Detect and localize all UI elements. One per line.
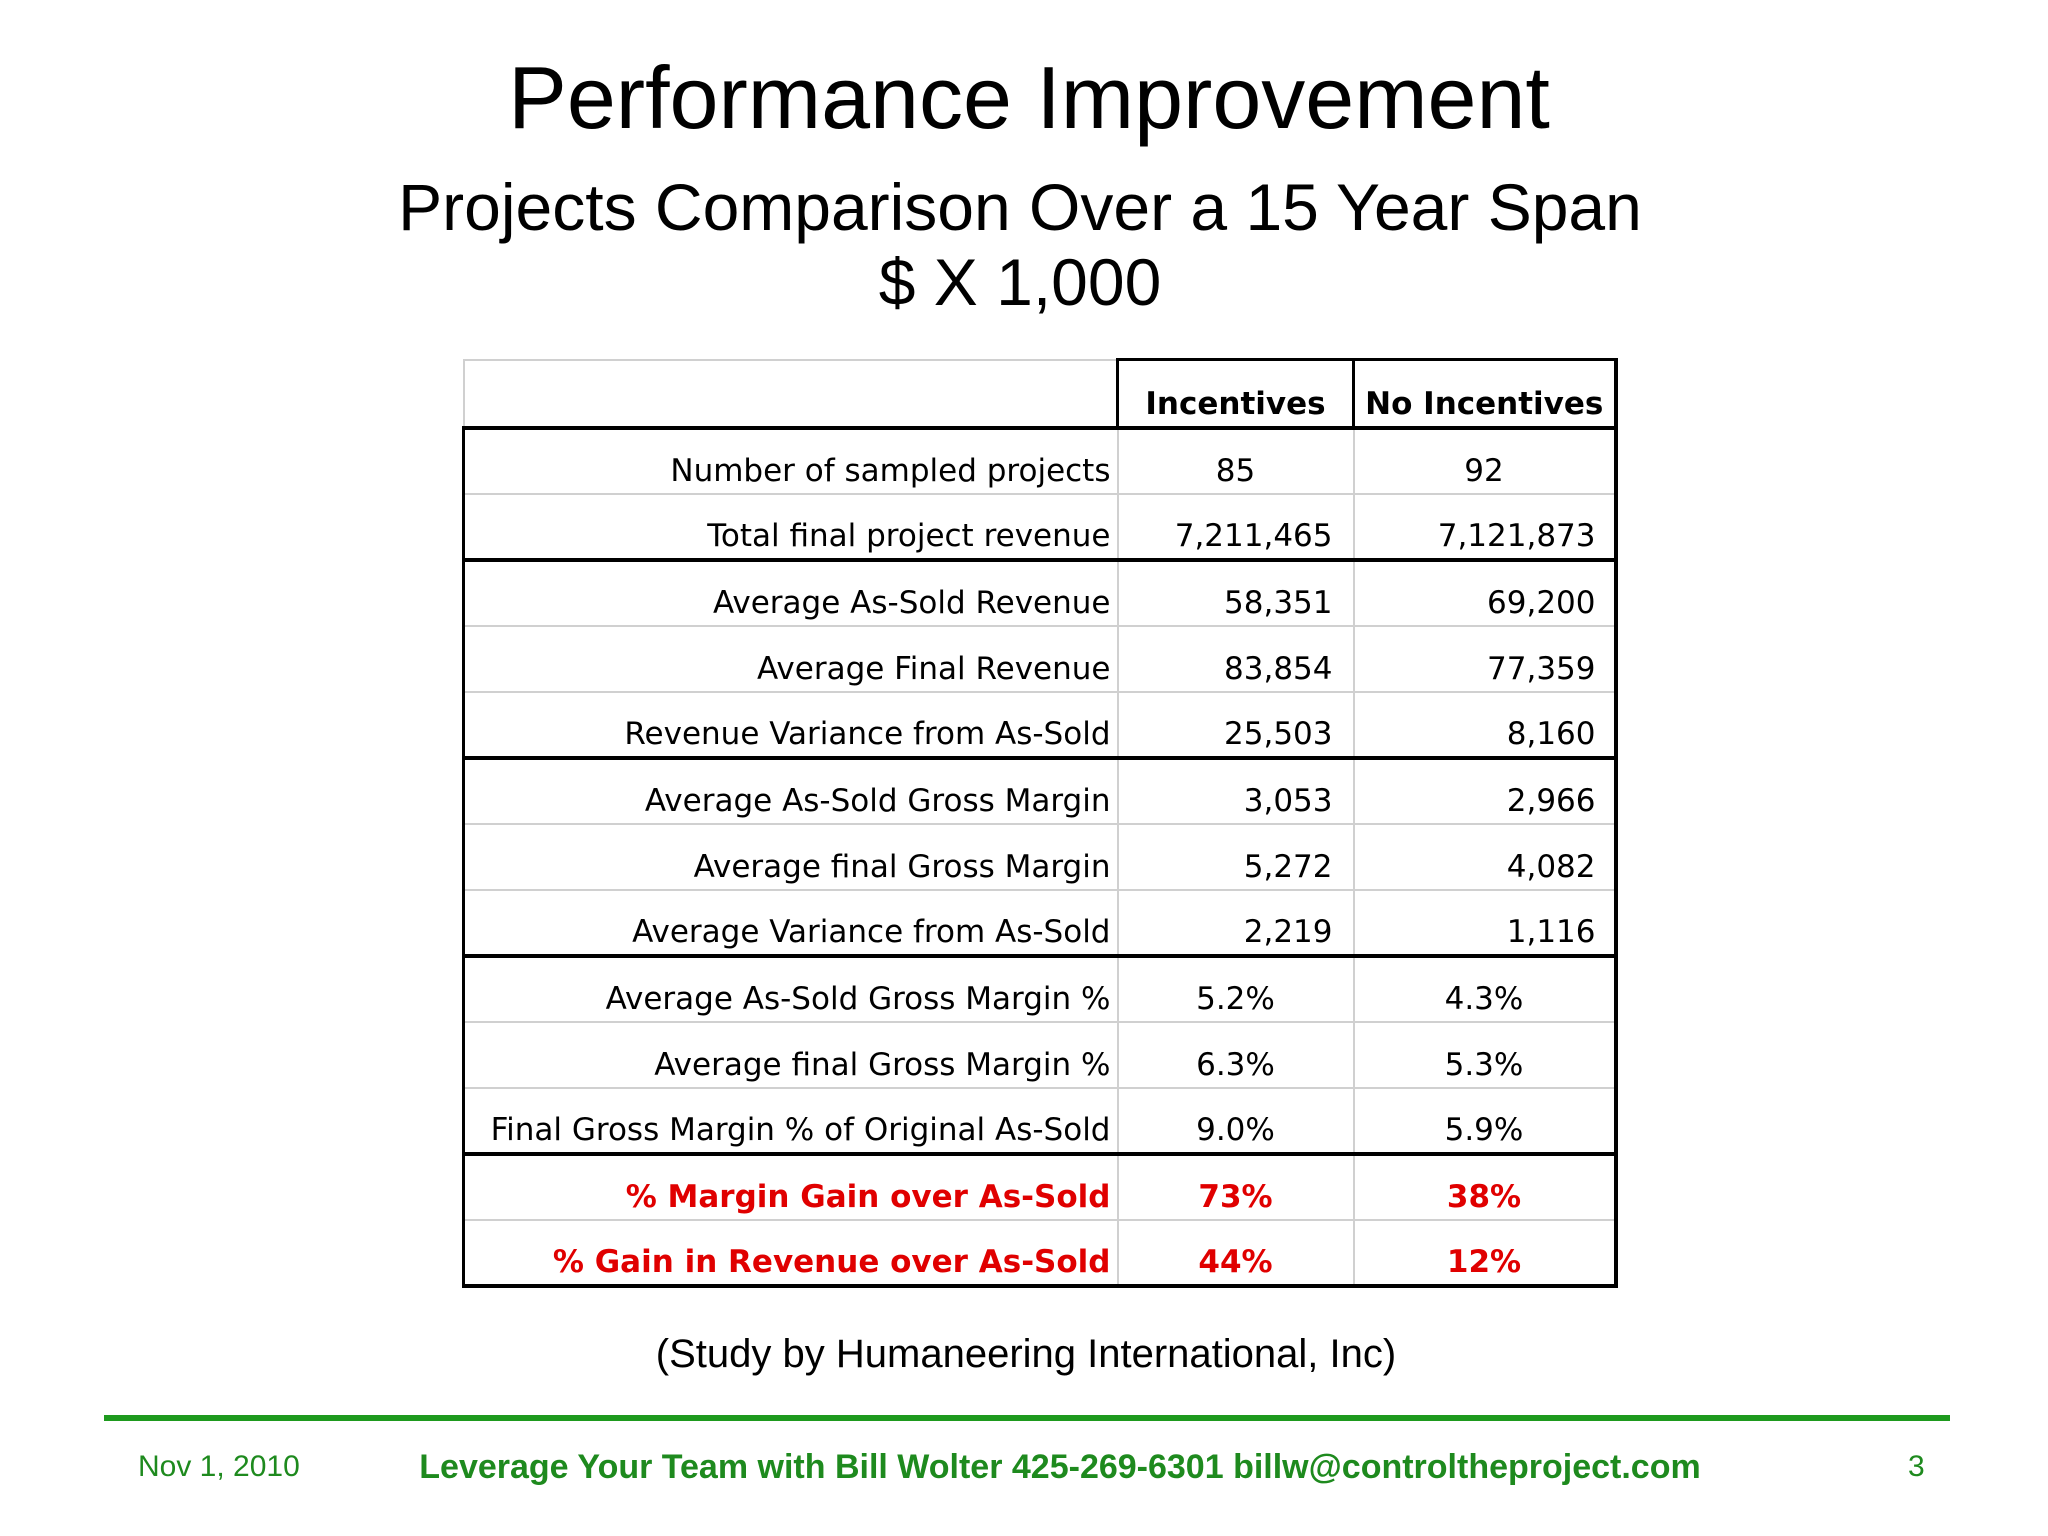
table-row: Average As-Sold Revenue 58,351 69,200 [462, 557, 1618, 627]
row-label: Revenue Variance from As-Sold [462, 690, 1119, 759]
table-row: Final Gross Margin % of Original As-Sold… [462, 1086, 1618, 1155]
table-row: Average final Gross Margin % 6.3% 5.3% [462, 1020, 1618, 1089]
incentives-value: 83,854 [1116, 624, 1355, 693]
table-row: Average As-Sold Gross Margin % 5.2% 4.3% [462, 953, 1618, 1023]
table-row: Average Final Revenue 83,854 77,359 [462, 624, 1618, 693]
no-incentives-value: 12% [1352, 1218, 1618, 1288]
table-row: Average As-Sold Gross Margin 3,053 2,966 [462, 755, 1618, 825]
incentives-value: 6.3% [1116, 1020, 1355, 1089]
row-label: Final Gross Margin % of Original As-Sold [462, 1086, 1119, 1155]
row-label: Average final Gross Margin [462, 822, 1119, 891]
row-label: % Gain in Revenue over As-Sold [462, 1218, 1119, 1288]
no-incentives-value: 7,121,873 [1352, 492, 1618, 561]
no-incentives-value: 1,116 [1352, 888, 1618, 957]
comparison-table: Incentives No Incentives Number of sampl… [462, 358, 1618, 1288]
no-incentives-value: 4.3% [1352, 953, 1618, 1023]
table-row: Average Variance from As-Sold 2,219 1,11… [462, 888, 1618, 957]
no-incentives-value: 5.3% [1352, 1020, 1618, 1089]
row-label: % Margin Gain over As-Sold [462, 1151, 1119, 1221]
row-label: Average As-Sold Gross Margin [462, 755, 1119, 825]
footer-divider [104, 1415, 1950, 1421]
incentives-value: 5.2% [1116, 953, 1355, 1023]
row-label: Total final project revenue [462, 492, 1119, 561]
incentives-value: 25,503 [1116, 690, 1355, 759]
table-row: Revenue Variance from As-Sold 25,503 8,1… [462, 690, 1618, 759]
source-note: (Study by Humaneering International, Inc… [655, 1332, 1397, 1376]
footer-date: Nov 1, 2010 [138, 1450, 300, 1483]
no-incentives-value: 77,359 [1352, 624, 1618, 693]
table-row: Number of sampled projects 85 92 [462, 425, 1618, 495]
table-row: Total final project revenue 7,211,465 7,… [462, 492, 1618, 561]
row-label: Average final Gross Margin % [462, 1020, 1119, 1089]
table-row: Average final Gross Margin 5,272 4,082 [462, 822, 1618, 891]
incentives-value: 5,272 [1116, 822, 1355, 891]
units-label: $ X 1,000 [878, 245, 1162, 319]
table-header-empty [462, 358, 1119, 430]
column-header-no-incentives: No Incentives [1352, 358, 1618, 429]
row-label: Average As-Sold Gross Margin % [462, 953, 1119, 1023]
page-number: 3 [1908, 1450, 1925, 1483]
row-label: Average Variance from As-Sold [462, 888, 1119, 957]
incentives-value: 7,211,465 [1116, 492, 1355, 561]
column-header-incentives: Incentives [1116, 358, 1355, 429]
table-header-row: Incentives No Incentives [462, 358, 1618, 430]
incentives-value: 2,219 [1116, 888, 1355, 957]
incentives-value: 44% [1116, 1218, 1355, 1288]
no-incentives-value: 4,082 [1352, 822, 1618, 891]
incentives-value: 3,053 [1116, 755, 1355, 825]
no-incentives-value: 8,160 [1352, 690, 1618, 759]
no-incentives-value: 92 [1352, 425, 1618, 495]
no-incentives-value: 38% [1352, 1151, 1618, 1221]
incentives-value: 85 [1116, 425, 1355, 495]
row-label: Average Final Revenue [462, 624, 1119, 693]
footer-contact: Leverage Your Team with Bill Wolter 425-… [419, 1448, 1701, 1486]
table-row-highlight: % Margin Gain over As-Sold 73% 38% [462, 1151, 1618, 1221]
no-incentives-value: 5.9% [1352, 1086, 1618, 1155]
table-row-highlight: % Gain in Revenue over As-Sold 44% 12% [462, 1218, 1618, 1288]
slide-title: Performance Improvement [508, 48, 1550, 147]
no-incentives-value: 2,966 [1352, 755, 1618, 825]
incentives-value: 9.0% [1116, 1086, 1355, 1155]
incentives-value: 58,351 [1116, 557, 1355, 627]
incentives-value: 73% [1116, 1151, 1355, 1221]
no-incentives-value: 69,200 [1352, 557, 1618, 627]
slide-subtitle: Projects Comparison Over a 15 Year Span [398, 170, 1642, 244]
row-label: Average As-Sold Revenue [462, 557, 1119, 627]
row-label: Number of sampled projects [462, 425, 1119, 495]
